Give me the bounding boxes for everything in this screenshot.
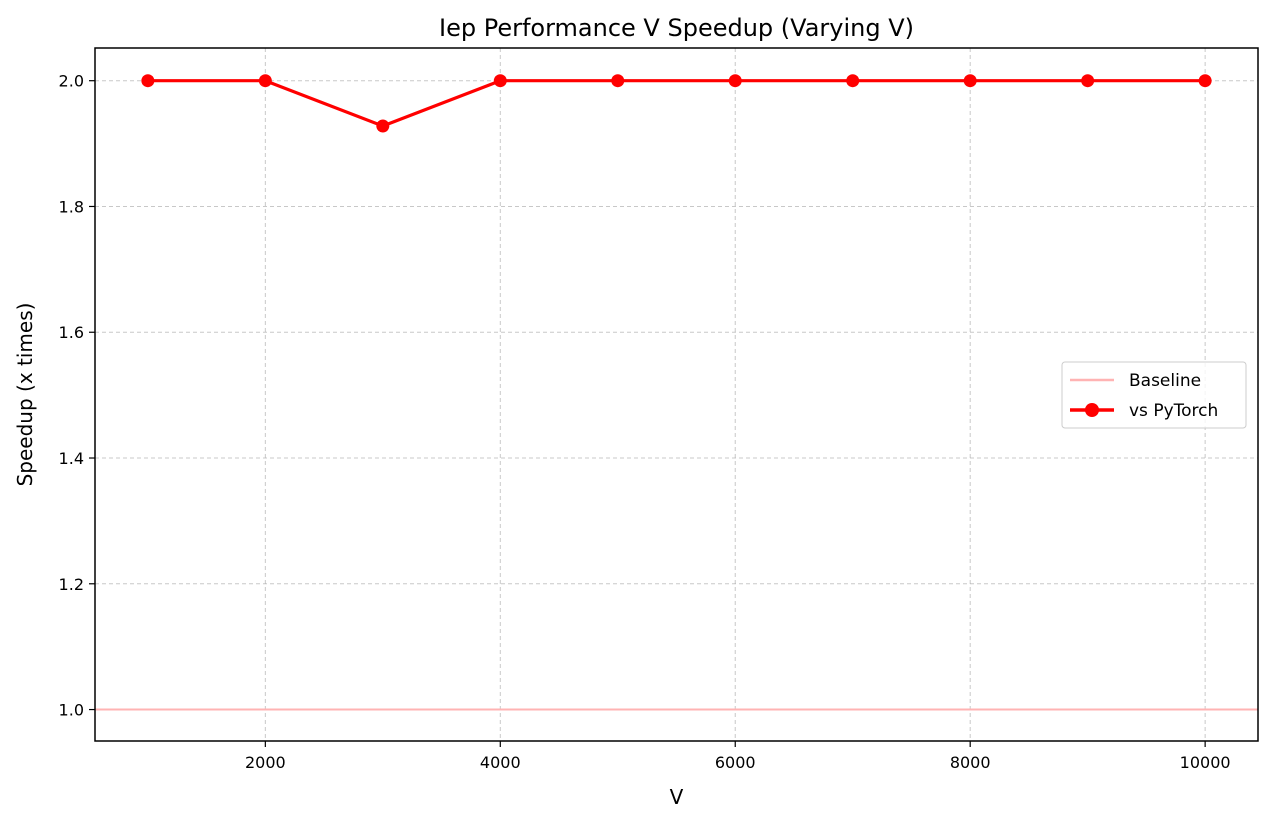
data-point <box>141 74 155 88</box>
x-tick-label: 4000 <box>480 753 521 772</box>
legend: Baseline vs PyTorch <box>1061 361 1247 429</box>
y-tick-label: 1.0 <box>59 701 84 720</box>
x-tick-label: 2000 <box>245 753 286 772</box>
plot-frame <box>94 47 1259 742</box>
data-point <box>258 74 272 88</box>
x-tick-label: 8000 <box>950 753 991 772</box>
y-tick-label: 1.4 <box>59 449 84 468</box>
data-point <box>611 74 625 88</box>
data-point <box>1081 74 1095 88</box>
x-tick-label: 6000 <box>715 753 756 772</box>
data-point <box>376 119 390 133</box>
data-point <box>493 74 507 88</box>
data-point <box>963 74 977 88</box>
series-layer <box>141 74 1212 133</box>
data-point <box>728 74 742 88</box>
legend-baseline-label: Baseline <box>1129 371 1201 391</box>
y-tick-label: 1.8 <box>59 197 84 216</box>
x-tick-label: 10000 <box>1180 753 1231 772</box>
x-axis-title: V <box>670 785 684 809</box>
legend-pytorch-marker <box>1085 403 1099 417</box>
legend-pytorch-label: vs PyTorch <box>1129 401 1218 421</box>
ticks-layer: 2000 4000 6000 8000 10000 1.0 1.2 1.4 1.6 1.8 2.0 <box>59 72 1231 772</box>
y-axis-title: Speedup (x times) <box>13 303 37 487</box>
y-tick-label: 2.0 <box>59 72 84 91</box>
chart-title: Iep Performance V Speedup (Varying V) <box>439 14 914 42</box>
y-tick-label: 1.6 <box>59 323 84 342</box>
data-point <box>1198 74 1212 88</box>
series-line-vs-pytorch <box>147 79 1206 128</box>
data-point <box>846 74 860 88</box>
y-tick-label: 1.2 <box>59 575 84 594</box>
